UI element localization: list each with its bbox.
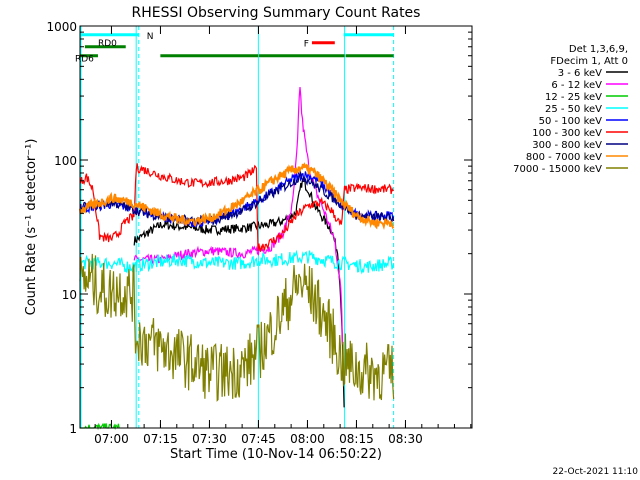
- legend-label: 800 - 7000 keV: [526, 152, 602, 163]
- annotation-label-n: N: [147, 32, 154, 42]
- legend-header: Det 1,3,6,9,: [569, 44, 628, 55]
- plot-frame: [79, 25, 473, 429]
- x-tick-label: 07:15: [143, 432, 178, 446]
- x-tick-label: 08:30: [388, 432, 423, 446]
- legend-label: 12 - 25 keV: [545, 92, 602, 103]
- y-tick-label: 10: [62, 288, 77, 302]
- x-tick-label: 07:00: [94, 432, 129, 446]
- annotation-label-rd6: RD6: [75, 55, 94, 65]
- legend-label: 50 - 100 keV: [539, 116, 603, 127]
- legend-label: 3 - 6 keV: [558, 68, 602, 79]
- legend-label: 100 - 300 keV: [532, 128, 602, 139]
- y-tick-label: 1: [69, 422, 77, 436]
- series-line-0: [133, 178, 345, 408]
- legend-label: 25 - 50 keV: [545, 104, 602, 115]
- annotation-label-rd0: RD0: [98, 39, 117, 49]
- series-line-8: [79, 253, 395, 402]
- chart-title: RHESSI Observing Summary Count Rates: [132, 5, 421, 21]
- legend-label: 300 - 800 keV: [532, 140, 602, 151]
- x-tick-label: 07:45: [241, 432, 276, 446]
- annotation-label-f: F: [304, 40, 309, 50]
- x-tick-label: 07:30: [192, 432, 227, 446]
- y-tick-label: 100: [54, 154, 77, 168]
- legend-label: 7000 - 15000 keV: [513, 164, 602, 175]
- series-line-2: [80, 422, 120, 431]
- generated-timestamp: 22-Oct-2021 11:10: [552, 467, 638, 477]
- legend-header: FDecim 1, Att 0: [550, 56, 628, 67]
- y-axis-label: Count Rate (s⁻¹ detector⁻¹): [24, 139, 39, 316]
- x-tick-label: 08:00: [290, 432, 325, 446]
- y-tick-label: 1000: [46, 20, 77, 34]
- series-line-3: [79, 249, 395, 275]
- x-axis-label: Start Time (10-Nov-14 06:50:22): [170, 447, 382, 462]
- series-line-5: [79, 163, 394, 252]
- legend-label: 6 - 12 keV: [551, 80, 602, 91]
- x-tick-label: 08:15: [339, 432, 374, 446]
- series-line-7: [79, 162, 395, 231]
- series-line-1: [133, 86, 344, 345]
